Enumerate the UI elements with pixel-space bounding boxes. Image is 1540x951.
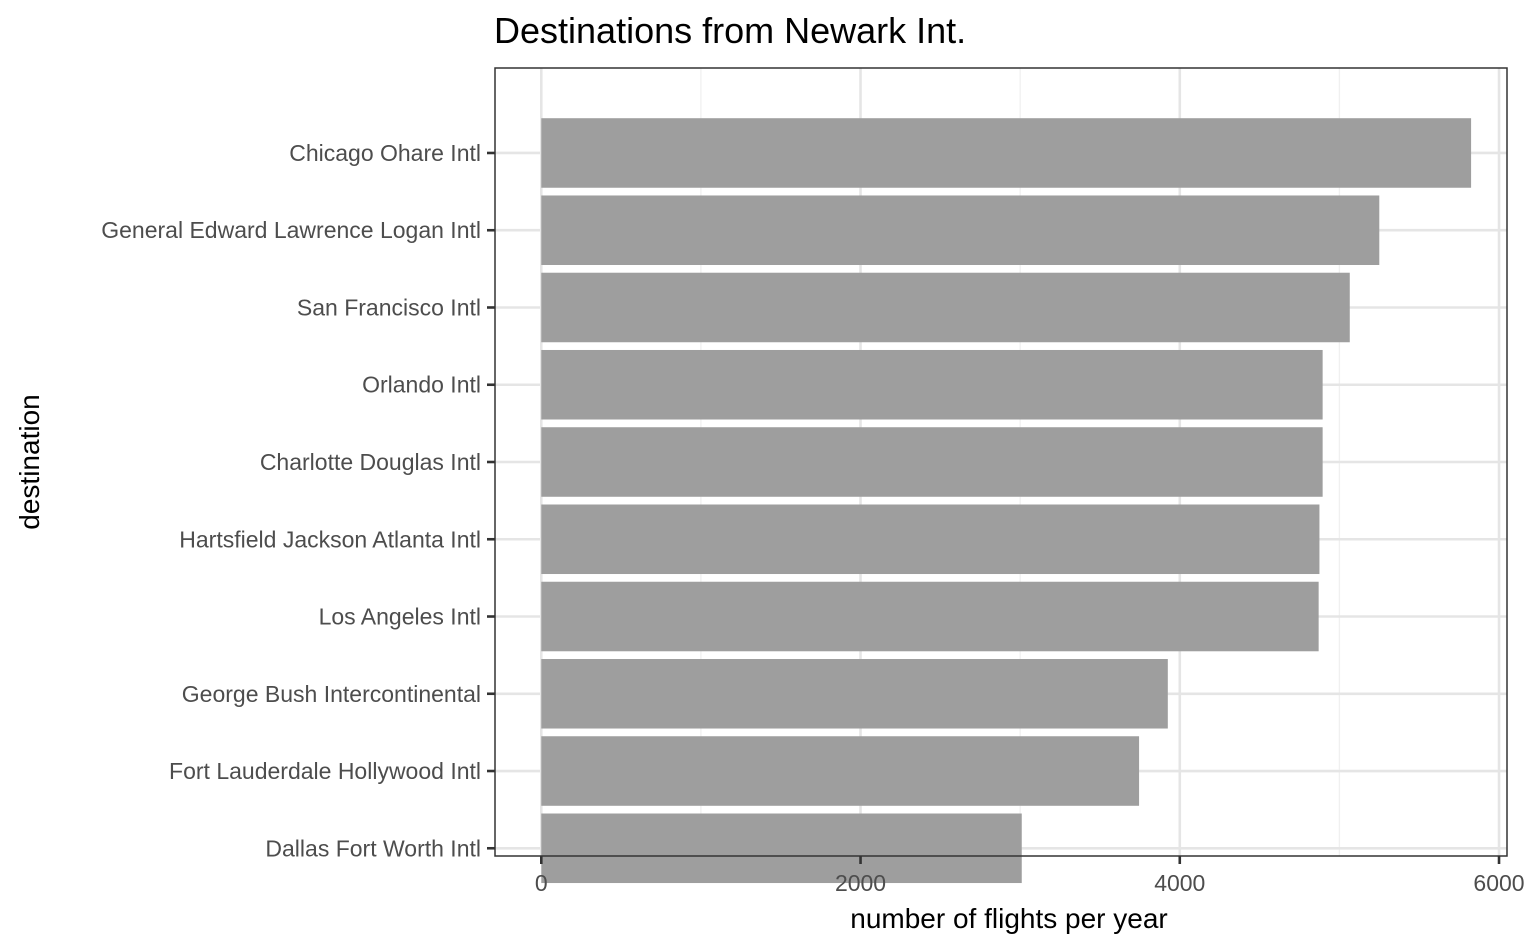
y-tick-label: Fort Lauderdale Hollywood Intl <box>169 758 481 784</box>
y-tick-label: San Francisco Intl <box>297 294 481 320</box>
x-axis-title: number of flights per year <box>850 903 1168 934</box>
x-tick-label: 0 <box>535 870 548 896</box>
y-tick-label: Hartsfield Jackson Atlanta Intl <box>179 526 481 552</box>
y-tick-label: Charlotte Douglas Intl <box>260 449 481 475</box>
y-tick-label: General Edward Lawrence Logan Intl <box>101 217 481 243</box>
y-tick-label: Orlando Intl <box>362 372 481 398</box>
bars <box>541 118 1472 884</box>
y-axis: Chicago Ohare Intl General Edward Lawrenc… <box>101 140 495 861</box>
bar <box>541 349 1323 420</box>
x-tick-label: 4000 <box>1154 870 1205 896</box>
x-tick-label: 6000 <box>1473 870 1524 896</box>
bar <box>541 118 1472 188</box>
x-tick-label: 2000 <box>835 870 886 896</box>
y-axis-title: destination <box>14 394 45 529</box>
y-tick-label: Chicago Ohare Intl <box>289 140 481 166</box>
bar <box>541 195 1380 265</box>
bar <box>541 659 1168 729</box>
bar <box>541 581 1319 652</box>
plot-panel <box>494 67 1508 884</box>
bar <box>541 427 1323 497</box>
chart-title: Destinations from Newark Int. <box>494 10 966 51</box>
bar <box>541 504 1320 575</box>
y-tick-label: Dallas Fort Worth Intl <box>265 835 481 861</box>
bar <box>541 272 1350 343</box>
y-tick-label: George Bush Intercontinental <box>182 681 481 707</box>
x-axis: 0 2000 4000 6000 <box>535 856 1525 896</box>
bar <box>541 813 1022 884</box>
y-tick-label: Los Angeles Intl <box>319 604 481 630</box>
bar <box>541 736 1140 806</box>
